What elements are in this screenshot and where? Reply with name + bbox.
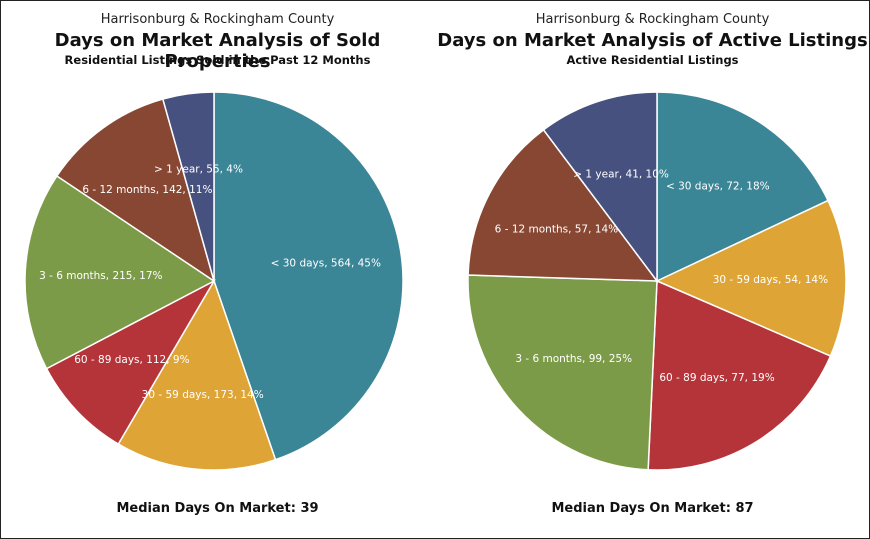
pie-slice-3-6-months — [467, 274, 658, 471]
sold-chart-panel: Harrisonburg & Rockingham County Days on… — [0, 12, 435, 516]
pie-slice-3-6-months — [24, 174, 216, 370]
pie-slice-6-12-months — [55, 98, 216, 283]
median-label: Median Days On Market: — [551, 501, 731, 516]
median-days-on-market: Median Days On Market: 87 — [435, 501, 870, 516]
pie-slice-30-59-days — [655, 199, 847, 358]
pie-slice-1-year — [161, 91, 215, 282]
chart-subtitle: Residential Listings Sold in the Past 12… — [64, 53, 371, 67]
data-label-60-89-days: 60 - 89 days, 77, 19% — [659, 372, 774, 384]
pie-slice-1-year — [542, 91, 658, 284]
data-label-30-59-days: 30 - 59 days, 54, 14% — [713, 274, 828, 286]
chart-title: Days on Market Analysis of Active Listin… — [437, 30, 868, 51]
active-chart-panel: Harrisonburg & Rockingham County Days on… — [435, 0, 870, 539]
chart-subtitle: Active Residential Listings — [566, 53, 739, 67]
region-label: Harrisonburg & Rockingham County — [100, 12, 335, 27]
pie-slice-30-days — [213, 91, 404, 461]
data-label-6-12-months: 6 - 12 months, 142, 11% — [82, 184, 212, 196]
sold-pie-chart: < 30 days, 564, 45% 30 - 59 days, 173, 14… — [24, 91, 404, 471]
pie-slice-60-89-days — [647, 279, 832, 471]
data-label-3-6-months: 3 - 6 months, 215, 17% — [39, 270, 162, 282]
data-label-30-59-days: 30 - 59 days, 173, 14% — [142, 389, 264, 401]
active-pie-chart: < 30 days, 72, 18% 30 - 59 days, 54, 14% 6… — [467, 91, 847, 471]
pie-slice-30-59-days — [117, 279, 277, 471]
chart-title: Days on Market Analysis of Sold Properti… — [54, 30, 381, 72]
data-label-3-6-months: 3 - 6 months, 99, 25% — [515, 353, 632, 365]
data-label-60-89-days: 60 - 89 days, 112, 9% — [74, 354, 189, 366]
pie-slice-6-12-months — [467, 128, 659, 282]
data-label-1-year: > 1 year, 55, 4% — [154, 164, 243, 176]
data-label-1-year: > 1 year, 41, 10% — [573, 168, 669, 180]
median-label: Median Days On Market: — [116, 501, 296, 516]
region-label: Harrisonburg & Rockingham County — [535, 12, 770, 27]
pie-slice-60-89-days — [45, 279, 216, 446]
data-label-30-days: < 30 days, 72, 18% — [666, 180, 770, 192]
data-label-6-12-months: 6 - 12 months, 57, 14% — [495, 224, 618, 236]
median-value: 39 — [300, 501, 319, 516]
pie-slice-30-days — [656, 91, 830, 283]
data-label-30-days: < 30 days, 564, 45% — [271, 257, 381, 269]
median-days-on-market: Median Days On Market: 39 — [0, 501, 435, 516]
median-value: 87 — [735, 501, 754, 516]
